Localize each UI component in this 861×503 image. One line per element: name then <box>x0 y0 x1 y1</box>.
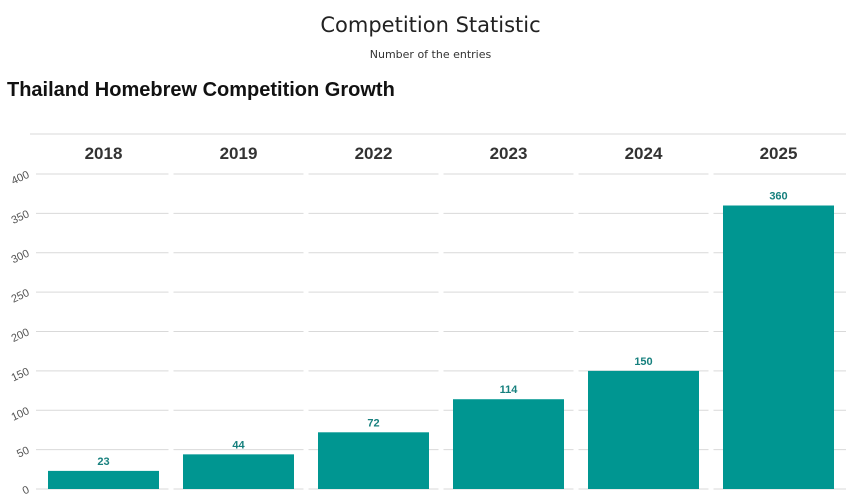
y-tick-label: 0 <box>21 484 32 497</box>
page-subtitle: Number of the entries <box>369 48 492 61</box>
y-tick-label: 200 <box>10 326 32 345</box>
category-label-2025: 2025 <box>760 144 798 163</box>
y-tick-label: 350 <box>10 208 32 227</box>
y-tick-label: 400 <box>10 169 32 188</box>
bar-2025 <box>723 205 834 489</box>
chart-heading: Thailand Homebrew Competition Growth <box>7 79 395 101</box>
value-label-2023: 114 <box>500 384 519 396</box>
value-label-2024: 150 <box>634 356 652 368</box>
value-label-2018: 23 <box>97 456 109 468</box>
y-tick-label: 250 <box>10 287 32 306</box>
bar-2023 <box>453 399 564 489</box>
value-label-2022: 72 <box>367 417 379 429</box>
bar-2024 <box>588 370 699 489</box>
category-label-2022: 2022 <box>355 144 393 163</box>
category-label-2019: 2019 <box>220 144 258 163</box>
category-label-2024: 2024 <box>625 144 663 163</box>
value-label-2019: 44 <box>232 439 245 451</box>
y-tick-label: 300 <box>10 248 32 267</box>
bar-2022 <box>318 432 429 489</box>
y-tick-label: 150 <box>10 366 32 385</box>
bar-2019 <box>183 454 294 489</box>
category-label-2023: 2023 <box>490 144 528 163</box>
bar-2018 <box>48 470 159 489</box>
y-tick-label: 100 <box>10 405 32 424</box>
category-label-2018: 2018 <box>85 144 123 163</box>
page-title: Competition Statistic <box>320 13 541 37</box>
value-label-2025: 360 <box>769 191 787 203</box>
y-tick-label: 50 <box>15 444 31 460</box>
